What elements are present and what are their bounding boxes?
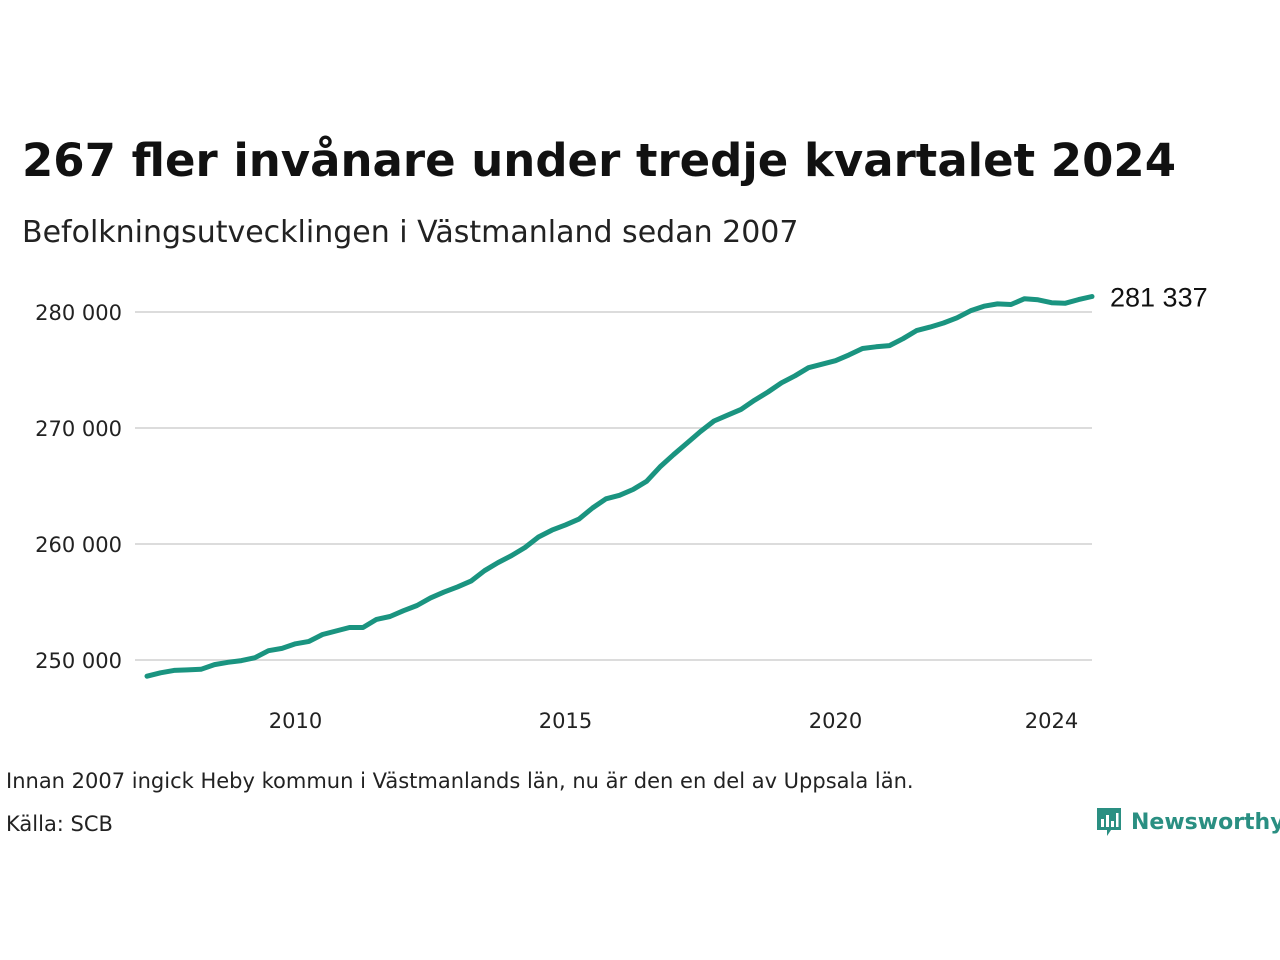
series-line <box>144 294 1095 679</box>
x-tick-label: 2024 <box>1025 709 1078 733</box>
brand-name: Newsworthy <box>1131 809 1280 835</box>
chart-subtitle: Befolkningsutvecklingen i Västmanland se… <box>22 215 799 250</box>
source-note: Källa: SCB <box>6 812 113 836</box>
line-chart: 250 000 260 000 270 000 280 000 2010 2015 202… <box>35 282 1208 733</box>
chart-title: 267 fler invånare under tredje kvartalet… <box>22 134 1177 187</box>
end-value-label: 281 337 <box>1110 282 1208 312</box>
y-tick-label: 280 000 <box>35 301 122 325</box>
gridlines <box>135 311 1092 661</box>
series-group <box>144 294 1095 679</box>
x-tick-label: 2015 <box>539 709 592 733</box>
footnote: Innan 2007 ingick Heby kommun i Västmanl… <box>6 769 914 793</box>
x-axis-ticks: 2010 2015 2020 2024 <box>269 709 1078 733</box>
x-tick-label: 2020 <box>809 709 862 733</box>
y-tick-label: 250 000 <box>35 649 122 673</box>
end-label-group: 281 337 <box>1110 282 1208 312</box>
brand-logo[interactable]: Newsworthy <box>1095 806 1280 838</box>
y-tick-label: 270 000 <box>35 417 122 441</box>
y-axis-ticks: 250 000 260 000 270 000 280 000 <box>35 301 122 673</box>
x-tick-label: 2010 <box>269 709 322 733</box>
y-tick-label: 260 000 <box>35 533 122 557</box>
newsworthy-logo-icon <box>1097 808 1121 836</box>
